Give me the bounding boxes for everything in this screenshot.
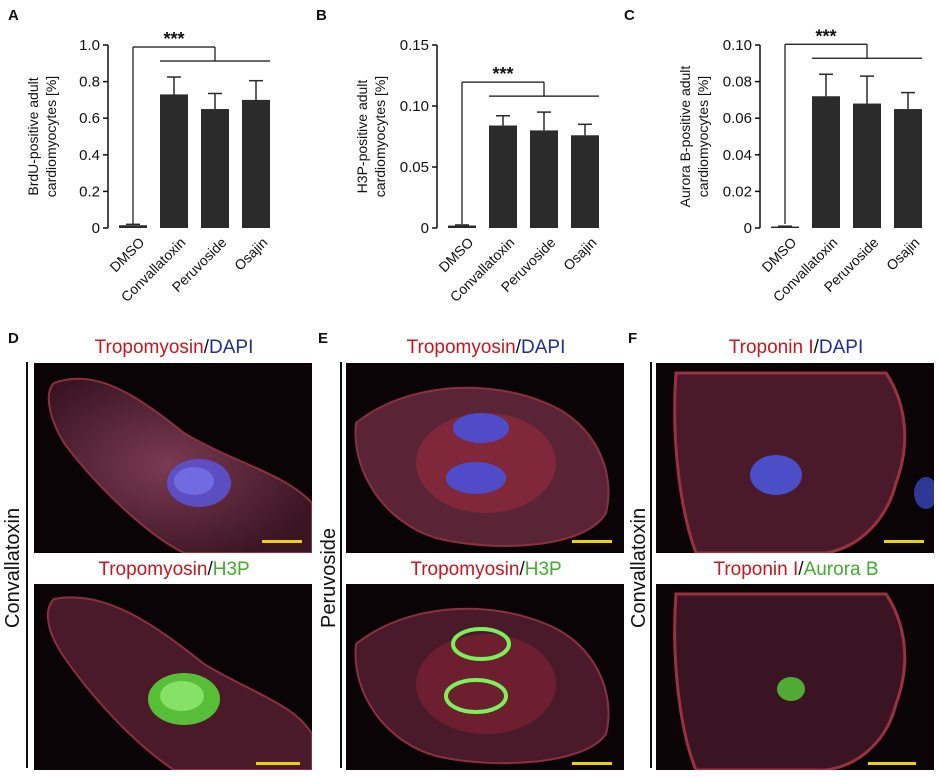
row-label-d: Convallatoxin (2, 507, 24, 628)
label-separator: / (515, 337, 522, 358)
scale-bar (572, 762, 612, 765)
bar (530, 130, 558, 228)
image-title-f-bottom: Troponin I/Aurora B (658, 559, 934, 581)
bar (201, 109, 229, 228)
micrograph-e-h3p (346, 584, 624, 770)
row-label-f: Convallatoxin (628, 507, 650, 628)
y-axis-label: cardiomyocytes [%] (372, 76, 388, 197)
label-separator: / (207, 559, 213, 580)
label-tropomyosin: Tropomyosin (406, 337, 516, 358)
micrograph-f-aurora-b (656, 584, 934, 770)
micrograph-d-h3p (34, 584, 312, 770)
y-tick-label: 0.8 (79, 74, 100, 91)
panel-letter-c: C (624, 7, 635, 24)
image-title-e-bottom: Tropomyosin/H3P (348, 559, 624, 581)
panel-letter-e: E (318, 330, 329, 347)
bar (812, 96, 840, 229)
y-tick-label: 0.08 (723, 74, 752, 91)
label-tropomyosin: Tropomyosin (94, 337, 204, 358)
panel-letter-d: D (8, 330, 19, 347)
label-dapi: DAPI (209, 337, 254, 358)
micrograph-d-dapi (34, 363, 312, 553)
y-axis-label: cardiomyocytes [%] (43, 76, 59, 197)
bar (894, 109, 922, 228)
bar (448, 225, 476, 228)
label-separator: / (813, 337, 819, 358)
y-tick-label: 0 (421, 220, 429, 237)
label-h3p: H3P (524, 559, 562, 580)
y-tick-label: 0.05 (400, 159, 429, 176)
x-category-label: Osajin (560, 234, 599, 273)
y-axis-label: cardiomyocytes [%] (695, 76, 711, 197)
x-category-label: Osajin (883, 234, 922, 273)
image-title-d-bottom: Tropomyosin/H3P (36, 559, 312, 581)
image-title-e-top: Tropomyosin/DAPI (348, 337, 624, 359)
bar (242, 99, 270, 229)
y-tick-label: 0 (92, 220, 100, 237)
y-tick-label: 0.4 (79, 147, 100, 164)
y-tick-label: 0.15 (400, 37, 429, 54)
bar (771, 226, 799, 229)
divider-line-d (26, 362, 28, 768)
label-tropomyosin: Tropomyosin (410, 559, 520, 580)
y-tick-label: 0.10 (400, 98, 429, 115)
label-dapi: DAPI (521, 337, 566, 358)
significance-label: *** (815, 26, 836, 46)
micrograph-e-dapi (346, 363, 624, 553)
y-tick-label: 0.02 (723, 183, 752, 200)
label-h3p: H3P (212, 559, 250, 580)
y-axis-label: H3P-positive adult (354, 80, 370, 194)
label-aurora-b: Aurora B (803, 559, 879, 580)
label-troponin-i: Troponin I (713, 559, 799, 580)
y-tick-label: 0.06 (723, 110, 752, 127)
scale-bar (262, 540, 302, 543)
label-separator: / (203, 337, 210, 358)
image-title-f-top: Troponin I/DAPI (658, 337, 934, 359)
y-tick-label: 0 (744, 220, 752, 237)
divider-line-f (650, 362, 652, 768)
y-tick-label: 0.2 (79, 183, 100, 200)
panel-letter-b: B (316, 7, 327, 24)
panel-letter-a: A (8, 7, 19, 24)
row-label-e: Peruvoside (318, 527, 340, 628)
bar (160, 94, 188, 228)
image-title-d-top: Tropomyosin/DAPI (36, 337, 312, 359)
x-category-label: Osajin (231, 234, 270, 273)
bar (571, 135, 599, 228)
label-dapi: DAPI (818, 337, 864, 358)
significance-label: *** (492, 64, 513, 84)
y-axis-label: Aurora B-positive adult (677, 66, 693, 208)
label-separator: / (519, 559, 525, 580)
panel-letter-f: F (628, 330, 638, 347)
significance-label: *** (163, 29, 184, 49)
bar (853, 103, 881, 228)
y-tick-label: 1.0 (79, 37, 100, 54)
scale-bar (884, 540, 924, 543)
divider-line-e (340, 362, 342, 768)
scale-bar (572, 540, 612, 543)
scale-bar (868, 762, 916, 765)
scale-bar (256, 762, 300, 765)
y-tick-label: 0.6 (79, 110, 100, 127)
y-axis-label: BrdU-positive adult (25, 77, 41, 195)
y-tick-label: 0.04 (723, 147, 752, 164)
bar (489, 125, 517, 228)
y-tick-label: 0.10 (723, 37, 752, 54)
label-separator: / (798, 559, 804, 580)
label-tropomyosin: Tropomyosin (98, 559, 208, 580)
label-troponin-i: Troponin I (728, 337, 814, 358)
bar (119, 225, 147, 228)
micrograph-f-dapi (656, 363, 934, 553)
